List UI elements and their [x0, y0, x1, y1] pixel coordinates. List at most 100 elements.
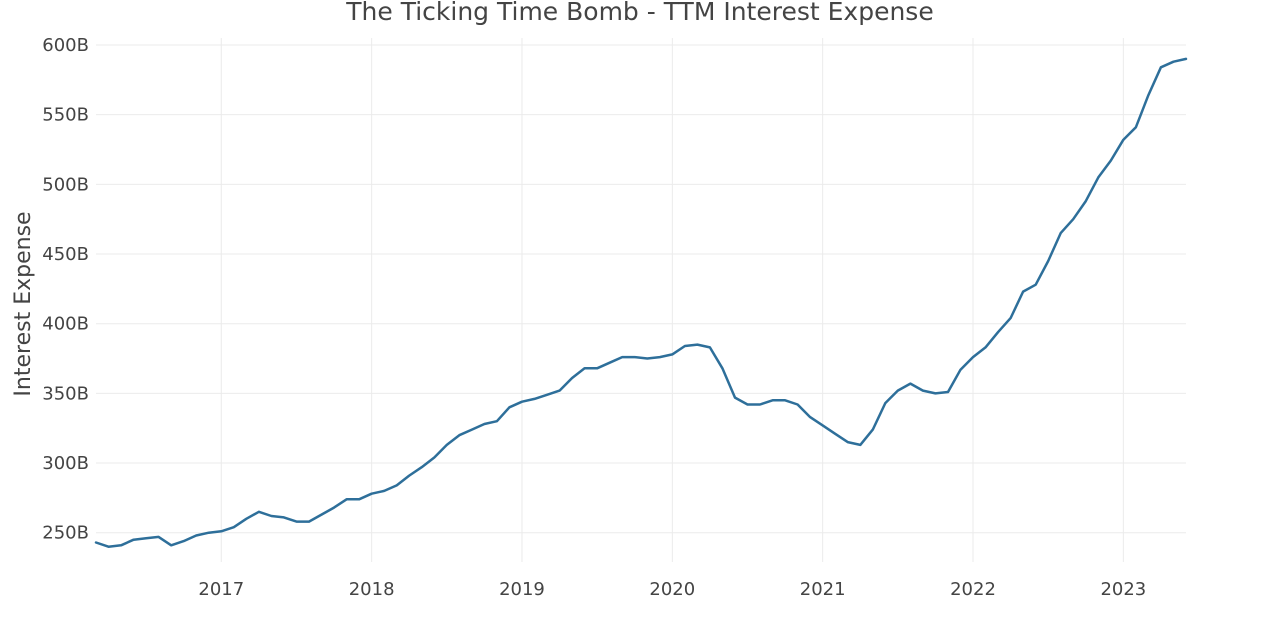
- data-point: [533, 398, 535, 400]
- x-tick-label: 2019: [499, 579, 545, 600]
- data-point: [358, 498, 360, 500]
- data-point: [107, 545, 109, 547]
- y-tick-label: 550B: [42, 105, 89, 126]
- data-point: [596, 367, 598, 369]
- data-point: [120, 544, 122, 546]
- data-point: [95, 541, 97, 543]
- y-tick-label: 450B: [42, 244, 89, 265]
- data-point: [258, 511, 260, 513]
- data-point: [1185, 58, 1187, 60]
- data-point: [1085, 200, 1087, 202]
- series-layer: [94, 57, 1188, 548]
- chart-title: The Ticking Time Bomb - TTM Interest Exp…: [345, 0, 933, 26]
- data-point: [972, 356, 974, 358]
- x-tick-label: 2021: [800, 579, 846, 600]
- x-tick-label: 2020: [649, 579, 695, 600]
- data-point: [157, 536, 159, 538]
- data-point: [208, 532, 210, 534]
- data-point: [746, 403, 748, 405]
- data-point: [458, 434, 460, 436]
- data-point: [721, 367, 723, 369]
- data-point: [546, 394, 548, 396]
- data-point: [583, 367, 585, 369]
- data-point: [734, 396, 736, 398]
- x-tick-label: 2017: [198, 579, 244, 600]
- y-tick-label: 350B: [42, 383, 89, 404]
- data-point: [771, 399, 773, 401]
- data-point: [320, 513, 322, 515]
- data-point: [333, 506, 335, 508]
- data-point: [1110, 159, 1112, 161]
- data-point: [959, 368, 961, 370]
- data-point: [1009, 317, 1011, 319]
- data-point: [395, 484, 397, 486]
- data-point: [847, 441, 849, 443]
- data-point: [884, 402, 886, 404]
- data-point: [1060, 232, 1062, 234]
- data-point: [496, 420, 498, 422]
- axes: 250B 300B 350B 400B 450B 500B 550B 600B 2017 2018…: [42, 35, 1146, 600]
- data-point: [132, 539, 134, 541]
- data-point: [195, 534, 197, 536]
- data-point: [909, 382, 911, 384]
- data-point: [1160, 66, 1162, 68]
- data-point: [634, 356, 636, 358]
- y-tick-label: 250B: [42, 523, 89, 544]
- data-point: [170, 544, 172, 546]
- data-point: [1147, 94, 1149, 96]
- data-point: [872, 428, 874, 430]
- data-point: [483, 423, 485, 425]
- data-point: [834, 433, 836, 435]
- data-point: [897, 389, 899, 391]
- data-point: [1072, 218, 1074, 220]
- data-point: [608, 362, 610, 364]
- data-point: [408, 474, 410, 476]
- data-point: [984, 346, 986, 348]
- data-point: [997, 331, 999, 333]
- data-point: [558, 389, 560, 391]
- y-tick-label: 500B: [42, 174, 89, 195]
- x-tick-label: 2023: [1100, 579, 1146, 600]
- data-point: [759, 403, 761, 405]
- data-point: [446, 444, 448, 446]
- data-point: [295, 520, 297, 522]
- data-point: [1022, 290, 1024, 292]
- data-point: [1122, 139, 1124, 141]
- data-point: [922, 389, 924, 391]
- data-point: [709, 346, 711, 348]
- data-point: [784, 399, 786, 401]
- data-point: [233, 526, 235, 528]
- data-point: [621, 356, 623, 358]
- data-point: [859, 444, 861, 446]
- y-axis-title: Interest Expense: [11, 211, 36, 396]
- data-point: [383, 490, 385, 492]
- y-tick-label: 300B: [42, 453, 89, 474]
- data-point: [934, 392, 936, 394]
- data-point: [471, 428, 473, 430]
- data-point: [1172, 60, 1174, 62]
- data-point: [508, 406, 510, 408]
- data-point: [421, 466, 423, 468]
- data-point: [1047, 260, 1049, 262]
- data-point: [696, 343, 698, 345]
- data-point: [220, 530, 222, 532]
- data-point: [796, 403, 798, 405]
- data-point: [1097, 176, 1099, 178]
- data-point: [370, 493, 372, 495]
- x-tick-label: 2018: [349, 579, 395, 600]
- data-point: [270, 515, 272, 517]
- data-point: [283, 516, 285, 518]
- data-point: [646, 357, 648, 359]
- data-point: [1135, 126, 1137, 128]
- data-point: [345, 498, 347, 500]
- data-point: [308, 520, 310, 522]
- x-tick-label: 2022: [950, 579, 996, 600]
- grid: [96, 38, 1186, 562]
- data-point: [684, 345, 686, 347]
- y-tick-label: 600B: [42, 35, 89, 56]
- data-point: [521, 401, 523, 403]
- data-point: [947, 391, 949, 393]
- y-tick-label: 400B: [42, 314, 89, 335]
